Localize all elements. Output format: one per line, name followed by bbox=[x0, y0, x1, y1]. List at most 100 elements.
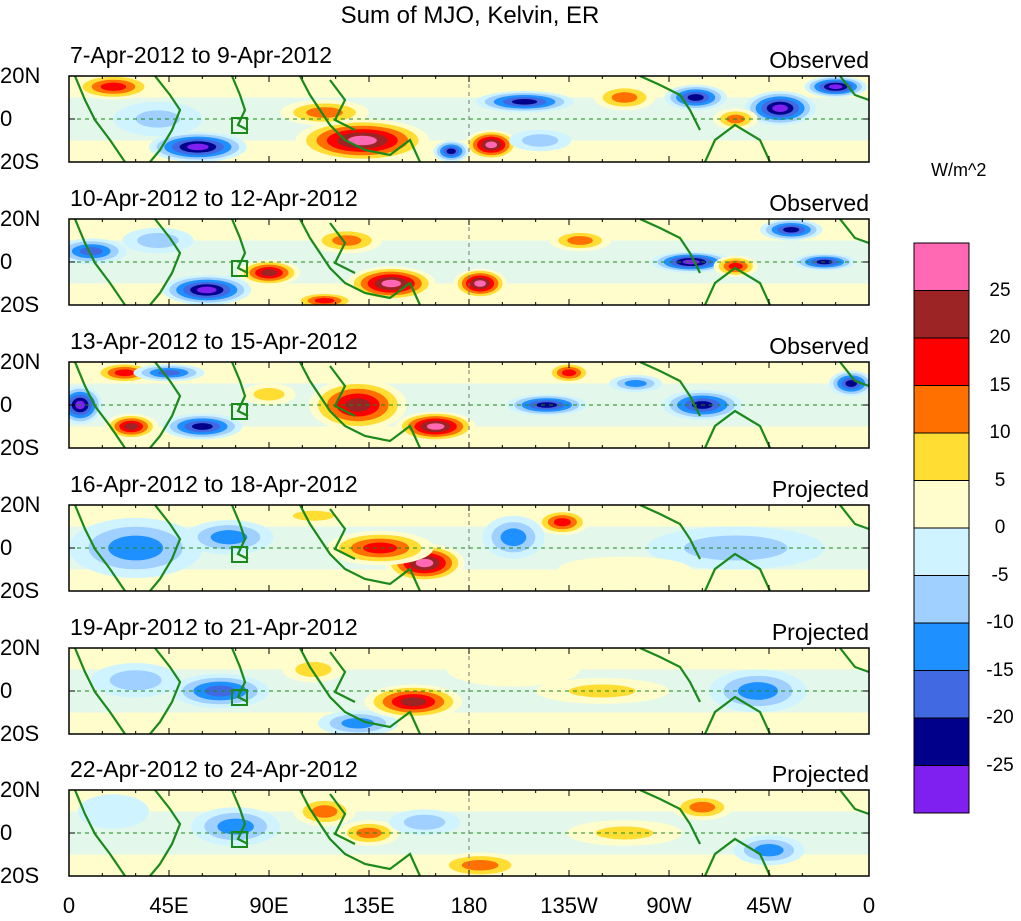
coastline bbox=[299, 790, 422, 876]
panel-type: Observed bbox=[769, 190, 869, 216]
contour-band bbox=[260, 269, 278, 277]
coastline bbox=[329, 365, 356, 417]
contour-band bbox=[314, 297, 335, 304]
lat-label: 0 bbox=[0, 392, 13, 417]
coastline bbox=[230, 790, 249, 845]
contour-band bbox=[341, 717, 375, 729]
colorbar-label: 20 bbox=[989, 327, 1011, 348]
contour-band bbox=[624, 379, 647, 388]
contour-band bbox=[114, 369, 135, 377]
map-panel bbox=[68, 789, 870, 877]
contour-band bbox=[187, 143, 209, 151]
contour-band bbox=[124, 423, 139, 430]
contour-band bbox=[426, 423, 445, 430]
figure-title: Sum of MJO, Kelvin, ER bbox=[340, 2, 600, 29]
colorbar-label: 5 bbox=[994, 469, 1006, 491]
coastline bbox=[703, 837, 772, 876]
colorbar-swatch bbox=[913, 480, 970, 529]
coastline bbox=[149, 219, 182, 305]
contour-band bbox=[403, 814, 446, 830]
colorbar-label: -20 bbox=[986, 707, 1014, 728]
lat-label: 20N bbox=[0, 63, 41, 88]
panel-type: Observed bbox=[769, 47, 869, 73]
coastline bbox=[639, 362, 701, 417]
lat-label: 20N bbox=[0, 492, 41, 517]
contour-band bbox=[381, 279, 401, 288]
panel-dates: 7-Apr-2012 to 9-Apr-2012 bbox=[70, 42, 333, 68]
panel-type: Projected bbox=[771, 619, 869, 645]
contour-band bbox=[754, 844, 784, 857]
coastline bbox=[73, 219, 126, 305]
map-panel bbox=[68, 75, 870, 163]
map-panel bbox=[68, 647, 870, 735]
contour-band bbox=[783, 226, 800, 233]
contour-band bbox=[253, 387, 285, 401]
colorbar-swatch bbox=[913, 290, 970, 339]
map-panel bbox=[68, 504, 870, 592]
lon-label: 0 bbox=[862, 893, 876, 918]
map-panel bbox=[68, 218, 870, 306]
lat-label: 0 bbox=[0, 820, 13, 845]
contour-band bbox=[415, 558, 434, 568]
contour-band bbox=[611, 92, 638, 103]
coastline bbox=[230, 219, 249, 274]
coastline bbox=[329, 651, 356, 703]
colorbar-label: -10 bbox=[986, 612, 1014, 633]
colorbar-swatch bbox=[913, 670, 970, 719]
coastline bbox=[73, 505, 126, 591]
coastline bbox=[149, 505, 182, 591]
map-panel bbox=[68, 361, 870, 449]
panel-dates: 13-Apr-2012 to 15-Apr-2012 bbox=[70, 328, 358, 354]
region-box bbox=[231, 260, 248, 277]
colorbar-swatch bbox=[913, 242, 970, 291]
contour-band bbox=[474, 280, 486, 287]
lon-label: 90W bbox=[646, 893, 692, 918]
panel-type: Observed bbox=[769, 333, 869, 359]
contour-band bbox=[461, 859, 499, 871]
lat-label: 20S bbox=[0, 435, 40, 460]
panel-dates: 19-Apr-2012 to 21-Apr-2012 bbox=[70, 614, 358, 640]
lat-label: 0 bbox=[0, 535, 13, 560]
colorbar-label: -15 bbox=[986, 659, 1014, 681]
colorbar-label: 25 bbox=[989, 279, 1011, 301]
contour-band bbox=[728, 262, 743, 270]
colorbar-swatch bbox=[913, 527, 970, 576]
lat-label: 20N bbox=[0, 777, 41, 802]
colorbar-label: -25 bbox=[986, 754, 1014, 776]
colorbar-label: 10 bbox=[989, 422, 1011, 443]
lat-label: 20S bbox=[0, 292, 40, 317]
lat-label: 0 bbox=[0, 106, 13, 131]
colorbar-label: -5 bbox=[991, 564, 1009, 586]
coastline bbox=[149, 648, 182, 734]
colorbar-swatch bbox=[913, 385, 970, 434]
lat-label: 20S bbox=[0, 578, 40, 603]
contour-band bbox=[292, 510, 335, 521]
contour-band bbox=[536, 402, 558, 408]
contour-band bbox=[363, 542, 398, 554]
coastline bbox=[73, 362, 126, 448]
contour-band bbox=[569, 684, 636, 698]
lat-label: 20N bbox=[0, 349, 41, 374]
lon-label: 90E bbox=[249, 893, 289, 918]
colorbar-swatch bbox=[913, 337, 970, 386]
region-box bbox=[231, 117, 248, 134]
lon-label: 45W bbox=[746, 893, 792, 918]
contour-band bbox=[845, 380, 857, 387]
colorbar-swatch bbox=[913, 432, 970, 481]
contour-band bbox=[567, 236, 593, 245]
contour-band bbox=[485, 141, 498, 149]
coastline bbox=[703, 123, 772, 162]
coastline bbox=[73, 76, 126, 162]
region-box bbox=[231, 546, 248, 563]
panel-dates: 10-Apr-2012 to 12-Apr-2012 bbox=[70, 185, 358, 211]
coastline bbox=[839, 76, 869, 102]
lat-label: 20S bbox=[0, 149, 40, 174]
panel-type: Projected bbox=[771, 476, 869, 502]
contour-band bbox=[511, 99, 538, 105]
coastline bbox=[839, 362, 869, 388]
coastline bbox=[149, 76, 182, 162]
coastline bbox=[73, 648, 126, 734]
contour-band bbox=[77, 794, 149, 829]
coastline bbox=[839, 505, 869, 531]
